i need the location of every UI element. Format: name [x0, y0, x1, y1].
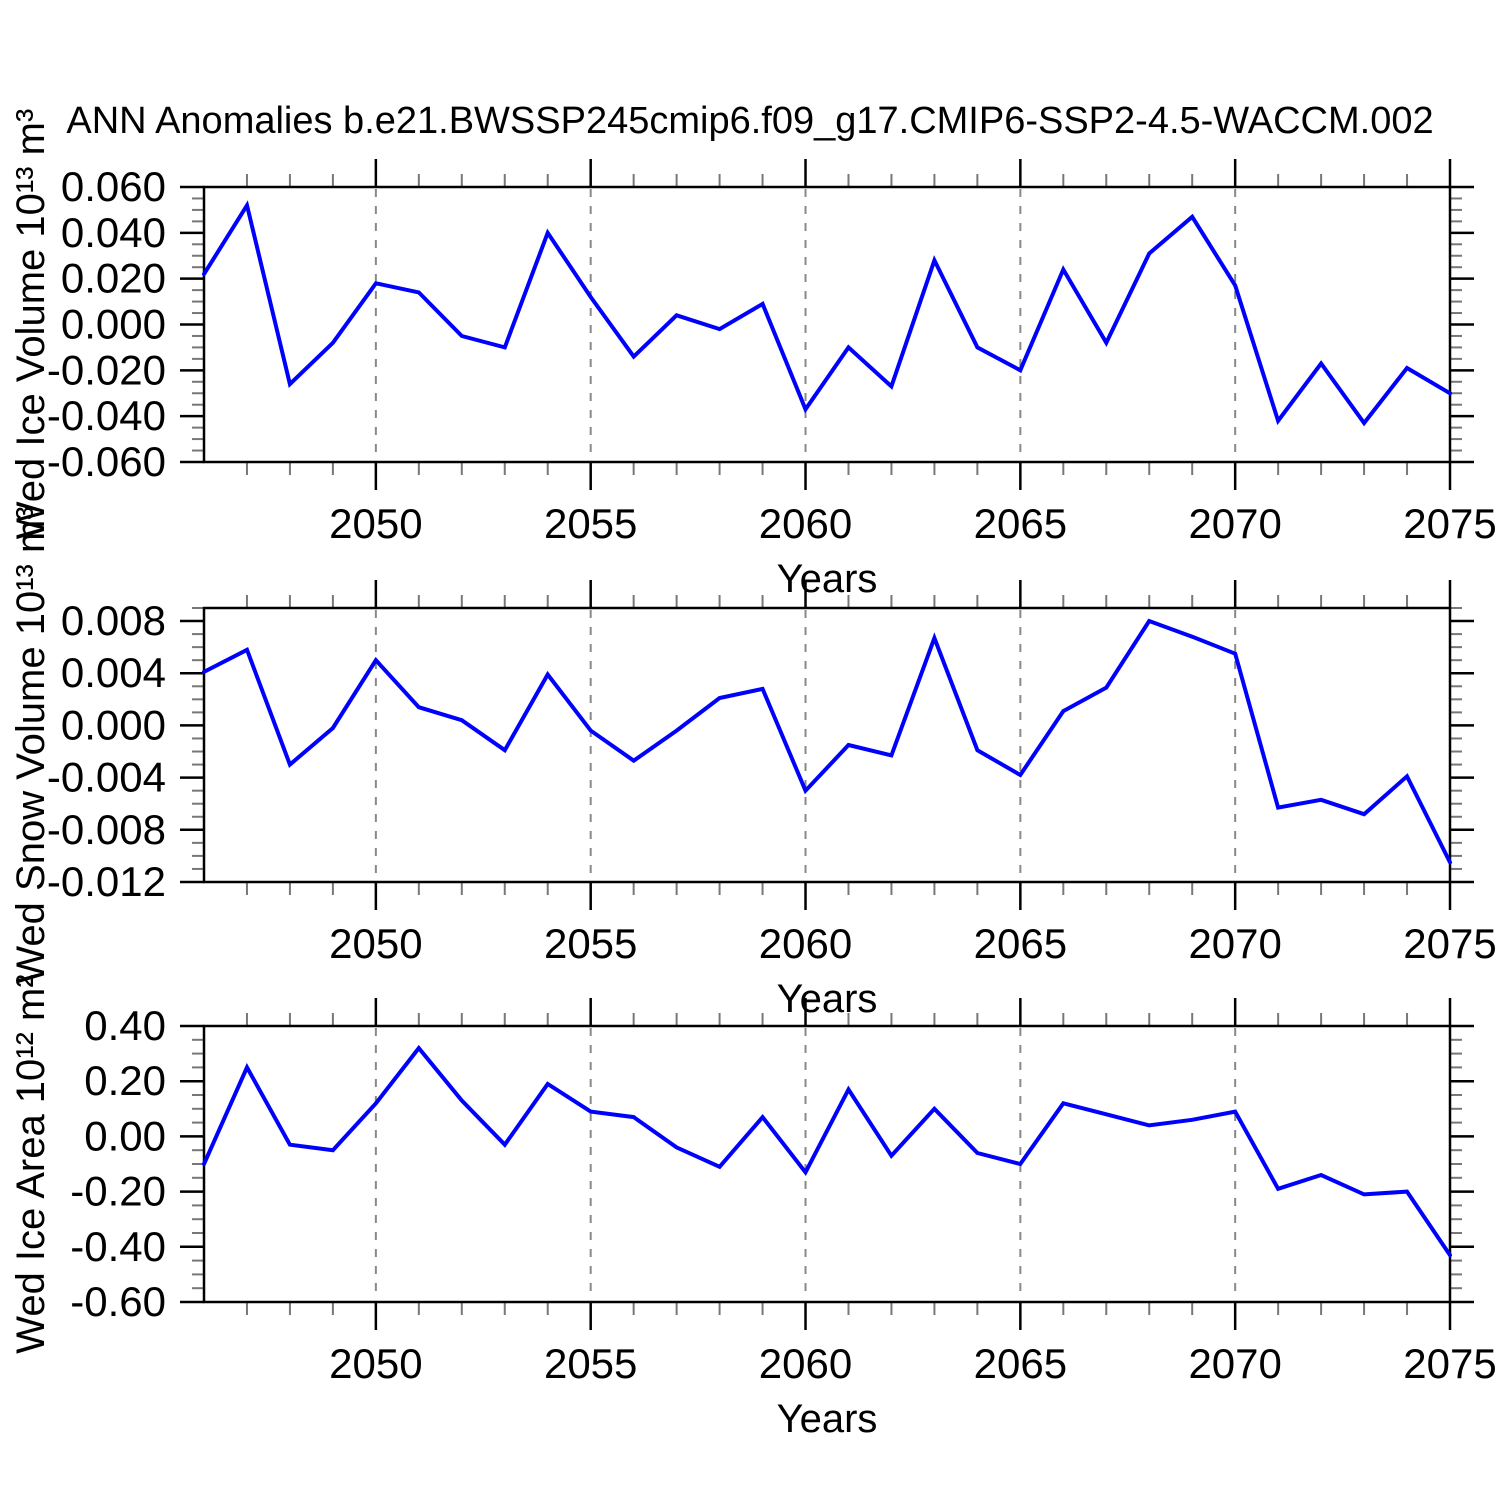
y-tick-label: -0.060 — [47, 438, 166, 485]
y-tick-label: -0.012 — [47, 858, 166, 905]
x-tick-label: 2055 — [544, 920, 637, 967]
x-tick-label: 2050 — [329, 1340, 422, 1387]
y-tick-label: -0.008 — [47, 806, 166, 853]
y-tick-label: -0.040 — [47, 392, 166, 439]
y-tick-label: 0.060 — [61, 163, 166, 210]
x-tick-label: 2075 — [1403, 500, 1496, 547]
data-line-wed-snow-volume — [202, 618, 1452, 865]
x-axis-label-panel3: Years — [777, 1397, 878, 1441]
x-tick-label: 2055 — [544, 1340, 637, 1387]
y-tick-label: -0.020 — [47, 346, 166, 393]
panel-wed-ice-area: 0.40 0.20 0.00 -0.20 -0.40 -0.60 2050 2055 2060 2… — [70, 998, 1497, 1387]
y-tick-label: 0.000 — [61, 301, 166, 348]
y-tick-label: 0.20 — [84, 1057, 166, 1104]
y-axis-label-ice-volume: Wed Ice Volume 10¹³ m³ — [9, 109, 53, 540]
data-line-wed-ice-area — [202, 1044, 1452, 1258]
plot-frame — [202, 185, 1452, 464]
x-tick-label: 2065 — [974, 1340, 1067, 1387]
x-tick-label: 2050 — [329, 500, 422, 547]
y-tick-label: 0.020 — [61, 255, 166, 302]
data-line-wed-ice-volume — [202, 200, 1452, 427]
x-axis-label-panel1: Years — [777, 557, 878, 601]
x-tick-label: 2075 — [1403, 920, 1496, 967]
panel-wed-snow-volume: 0.008 0.004 0.000 -0.004 -0.008 -0.012 2050 205… — [47, 580, 1497, 967]
x-tick-label: 2070 — [1188, 500, 1281, 547]
plot-frame — [202, 606, 1452, 884]
x-tick-label: 2060 — [759, 920, 852, 967]
y-tick-label: 0.004 — [61, 649, 166, 696]
x-tick-label: 2050 — [329, 920, 422, 967]
x-tick-label: 2075 — [1403, 1340, 1496, 1387]
x-tick-label: 2065 — [974, 920, 1067, 967]
y-tick-label: 0.00 — [84, 1112, 166, 1159]
x-tick-label: 2065 — [974, 500, 1067, 547]
y-tick-label: 0.000 — [61, 701, 166, 748]
x-tick-label: 2070 — [1188, 920, 1281, 967]
y-tick-label: -0.40 — [70, 1223, 166, 1270]
y-axis-label-ice-area: Wed Ice Area 10¹² m² — [9, 974, 53, 1353]
x-tick-label: 2055 — [544, 500, 637, 547]
y-tick-label: -0.004 — [47, 754, 166, 801]
x-tick-label: 2070 — [1188, 1340, 1281, 1387]
y-tick-label: -0.60 — [70, 1278, 166, 1325]
x-axis-label-panel2: Years — [777, 977, 878, 1021]
chart-title: ANN Anomalies b.e21.BWSSP245cmip6.f09_g1… — [66, 100, 1433, 142]
y-tick-label: -0.20 — [70, 1168, 166, 1215]
y-tick-label: 0.040 — [61, 209, 166, 256]
x-tick-label: 2060 — [759, 500, 852, 547]
panels-group: 0.0600.0400.0200.000-0.020-0.040-0.06020… — [47, 159, 1497, 1387]
y-axis-label-snow-volume: Wed Snow Volume 10¹³ m³ — [9, 506, 53, 983]
x-tick-label: 2060 — [759, 1340, 852, 1387]
y-tick-label: 0.008 — [61, 597, 166, 644]
y-tick-label: 0.40 — [84, 1002, 166, 1049]
